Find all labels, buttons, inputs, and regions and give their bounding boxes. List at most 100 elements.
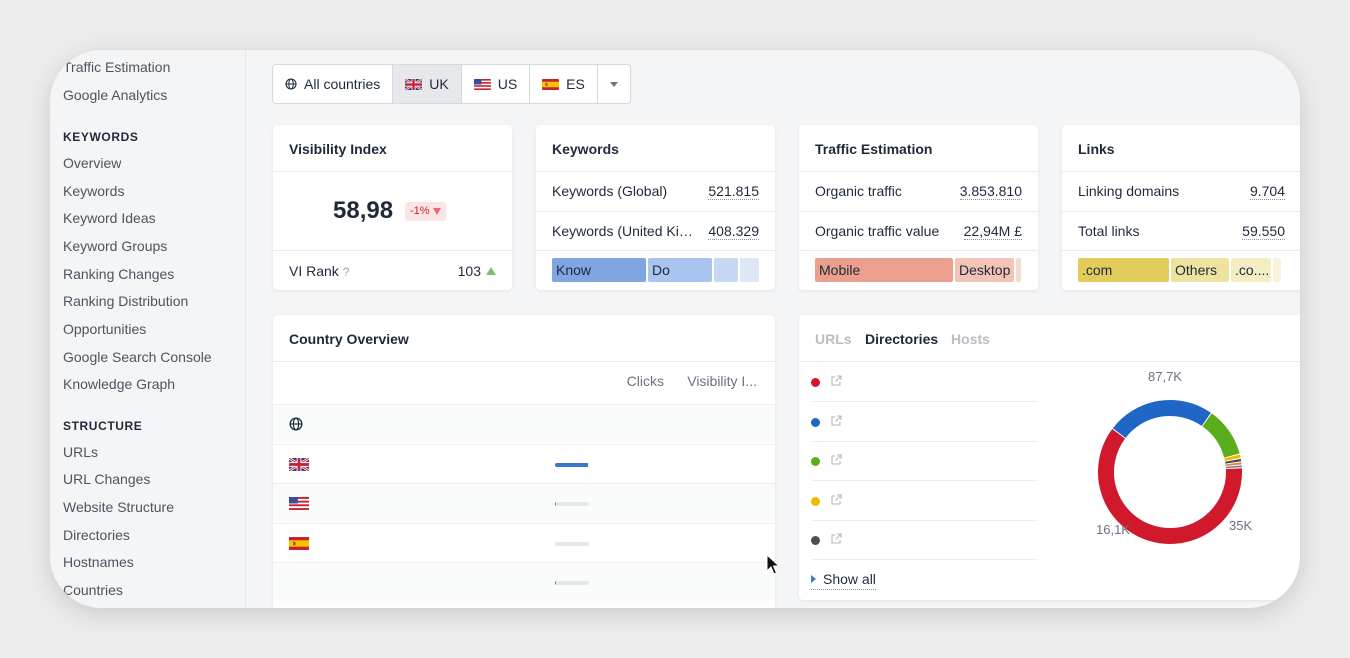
intent-segment-do[interactable]: Do [648, 258, 712, 282]
share-bar [555, 581, 589, 585]
donut-label-right: 35K [1229, 518, 1253, 533]
external-link-icon[interactable] [830, 493, 842, 506]
tld-bar: .com Others .co.... [1078, 258, 1285, 282]
external-link-icon[interactable] [830, 414, 842, 427]
tld-segment-co[interactable]: .co.... [1231, 258, 1271, 282]
directories-card: URLs Directories Hosts Show all 87,7K 35… [799, 315, 1300, 600]
card-title: Keywords [552, 141, 619, 157]
globe-icon [285, 78, 297, 90]
device-segment[interactable] [1016, 258, 1021, 282]
device-bar: Mobile Desktop [815, 258, 1022, 282]
uk-flag-icon [288, 456, 310, 476]
tab-urls[interactable]: URLs [815, 331, 852, 347]
share-bar [555, 541, 589, 546]
table-row[interactable] [273, 443, 775, 483]
intent-segment[interactable] [740, 258, 759, 282]
directory-row[interactable] [811, 442, 1038, 481]
donut-label-left: 16,1K [1096, 522, 1130, 537]
kv-label: Linking domains [1078, 183, 1180, 199]
show-all-link[interactable]: Show all [811, 571, 876, 590]
tab-us[interactable]: US [462, 65, 531, 103]
sidebar-item-countries[interactable]: Countries [63, 582, 123, 598]
table-row[interactable] [273, 483, 775, 522]
sidebar-item-url-changes[interactable]: URL Changes [63, 471, 151, 487]
sidebar-item-knowledge-graph[interactable]: Knowledge Graph [63, 376, 176, 392]
change-badge: -1% [405, 202, 446, 221]
traffic-estimation-card: Traffic Estimation Organic traffic 3.853… [799, 125, 1038, 290]
tld-segment-others[interactable]: Others [1171, 258, 1229, 282]
kv-label: Organic traffic [815, 183, 902, 199]
table-row[interactable] [273, 404, 775, 443]
share-bar [555, 462, 589, 467]
sidebar-item-ranking-changes[interactable]: Ranking Changes [63, 266, 175, 282]
directory-row[interactable] [811, 403, 1038, 442]
help-icon[interactable]: ? [342, 265, 350, 279]
directory-row[interactable] [811, 482, 1038, 521]
keywords-global-value[interactable]: 521.815 [708, 183, 759, 200]
sidebar-item-google-analytics[interactable]: Google Analytics [63, 87, 168, 103]
table-row[interactable] [273, 562, 775, 601]
sidebar-item-ranking-distribution[interactable]: Ranking Distribution [63, 293, 189, 309]
device-segment-desktop[interactable]: Desktop [955, 258, 1014, 282]
tab-directories[interactable]: Directories [865, 331, 939, 347]
sidebar-item-traffic-estimation[interactable]: Traffic Estimation [63, 59, 171, 75]
us-flag-icon [289, 497, 309, 515]
tld-segment[interactable] [1273, 258, 1281, 282]
tld-segment-com[interactable]: .com [1078, 258, 1169, 282]
visibility-index-value: 58,98 [333, 197, 394, 224]
show-all-label: Show all [823, 571, 876, 587]
sidebar-item-google-search-console[interactable]: Google Search Console [63, 349, 212, 365]
sidebar-item-overview[interactable]: Overview [63, 155, 122, 171]
tab-label: All countries [304, 76, 381, 92]
donut-slice[interactable] [1224, 454, 1241, 461]
share-bar-fill [555, 581, 556, 585]
es-flag-icon [542, 78, 560, 90]
intent-segment[interactable] [714, 258, 738, 282]
external-link-icon[interactable] [830, 454, 842, 466]
card-title: Traffic Estimation [815, 141, 933, 157]
tab-uk[interactable]: UK [393, 65, 462, 103]
links-card: Links Linking domains 9.704 Total links … [1062, 125, 1300, 290]
sidebar-item-opportunities[interactable]: Opportunities [63, 321, 147, 337]
tab-label: UK [429, 76, 449, 92]
app-window: Traffic Estimation Google Analytics KEYW… [50, 50, 1300, 608]
tab-hosts[interactable]: Hosts [951, 331, 990, 347]
more-countries-dropdown[interactable] [598, 65, 630, 103]
share-bar-fill [555, 462, 588, 467]
sidebar-item-hostnames[interactable]: Hostnames [63, 554, 134, 570]
total-links-value[interactable]: 59.550 [1242, 223, 1285, 240]
kv-label: Keywords (Global) [552, 183, 668, 199]
sidebar-item-keyword-ideas[interactable]: Keyword Ideas [63, 210, 156, 226]
table-row[interactable] [273, 522, 775, 562]
tab-all-countries[interactable]: All countries [273, 65, 394, 103]
organic-traffic-money-value[interactable]: 22,94M £ [963, 223, 1022, 240]
card-title: Visibility Index [289, 141, 387, 157]
sidebar-item-website-structure[interactable]: Website Structure [63, 499, 175, 515]
column-header-visibility[interactable]: Visibility I... [687, 373, 757, 389]
globe-icon [289, 417, 303, 436]
directory-row[interactable] [811, 521, 1038, 560]
tab-label: ES [566, 76, 585, 92]
mouse-cursor-icon [766, 554, 781, 575]
donut-slice[interactable] [1112, 400, 1211, 439]
sidebar-item-keyword-groups[interactable]: Keyword Groups [63, 238, 168, 254]
series-dot-icon [811, 536, 820, 545]
kv-label: Organic traffic value [815, 223, 940, 239]
tab-es[interactable]: ES [530, 65, 598, 103]
external-link-icon[interactable] [830, 533, 842, 545]
sidebar-item-urls[interactable]: URLs [63, 444, 99, 460]
sidebar-item-keywords[interactable]: Keywords [63, 183, 125, 199]
keywords-uk-value[interactable]: 408.329 [708, 223, 759, 240]
donut-slice[interactable] [1202, 413, 1240, 458]
external-link-icon[interactable] [830, 375, 842, 387]
directory-row[interactable] [811, 363, 1038, 402]
column-header-clicks[interactable]: Clicks [626, 373, 664, 389]
organic-traffic-value[interactable]: 3.853.810 [959, 183, 1022, 200]
sidebar-heading-structure: STRUCTURE [63, 419, 143, 433]
device-segment-mobile[interactable]: Mobile [815, 258, 953, 282]
donut-slice[interactable] [1098, 429, 1242, 544]
sidebar-item-directories[interactable]: Directories [63, 527, 130, 543]
linking-domains-value[interactable]: 9.704 [1249, 183, 1285, 200]
uk-flag-icon [405, 78, 423, 90]
intent-segment-know[interactable]: Know [552, 258, 646, 282]
